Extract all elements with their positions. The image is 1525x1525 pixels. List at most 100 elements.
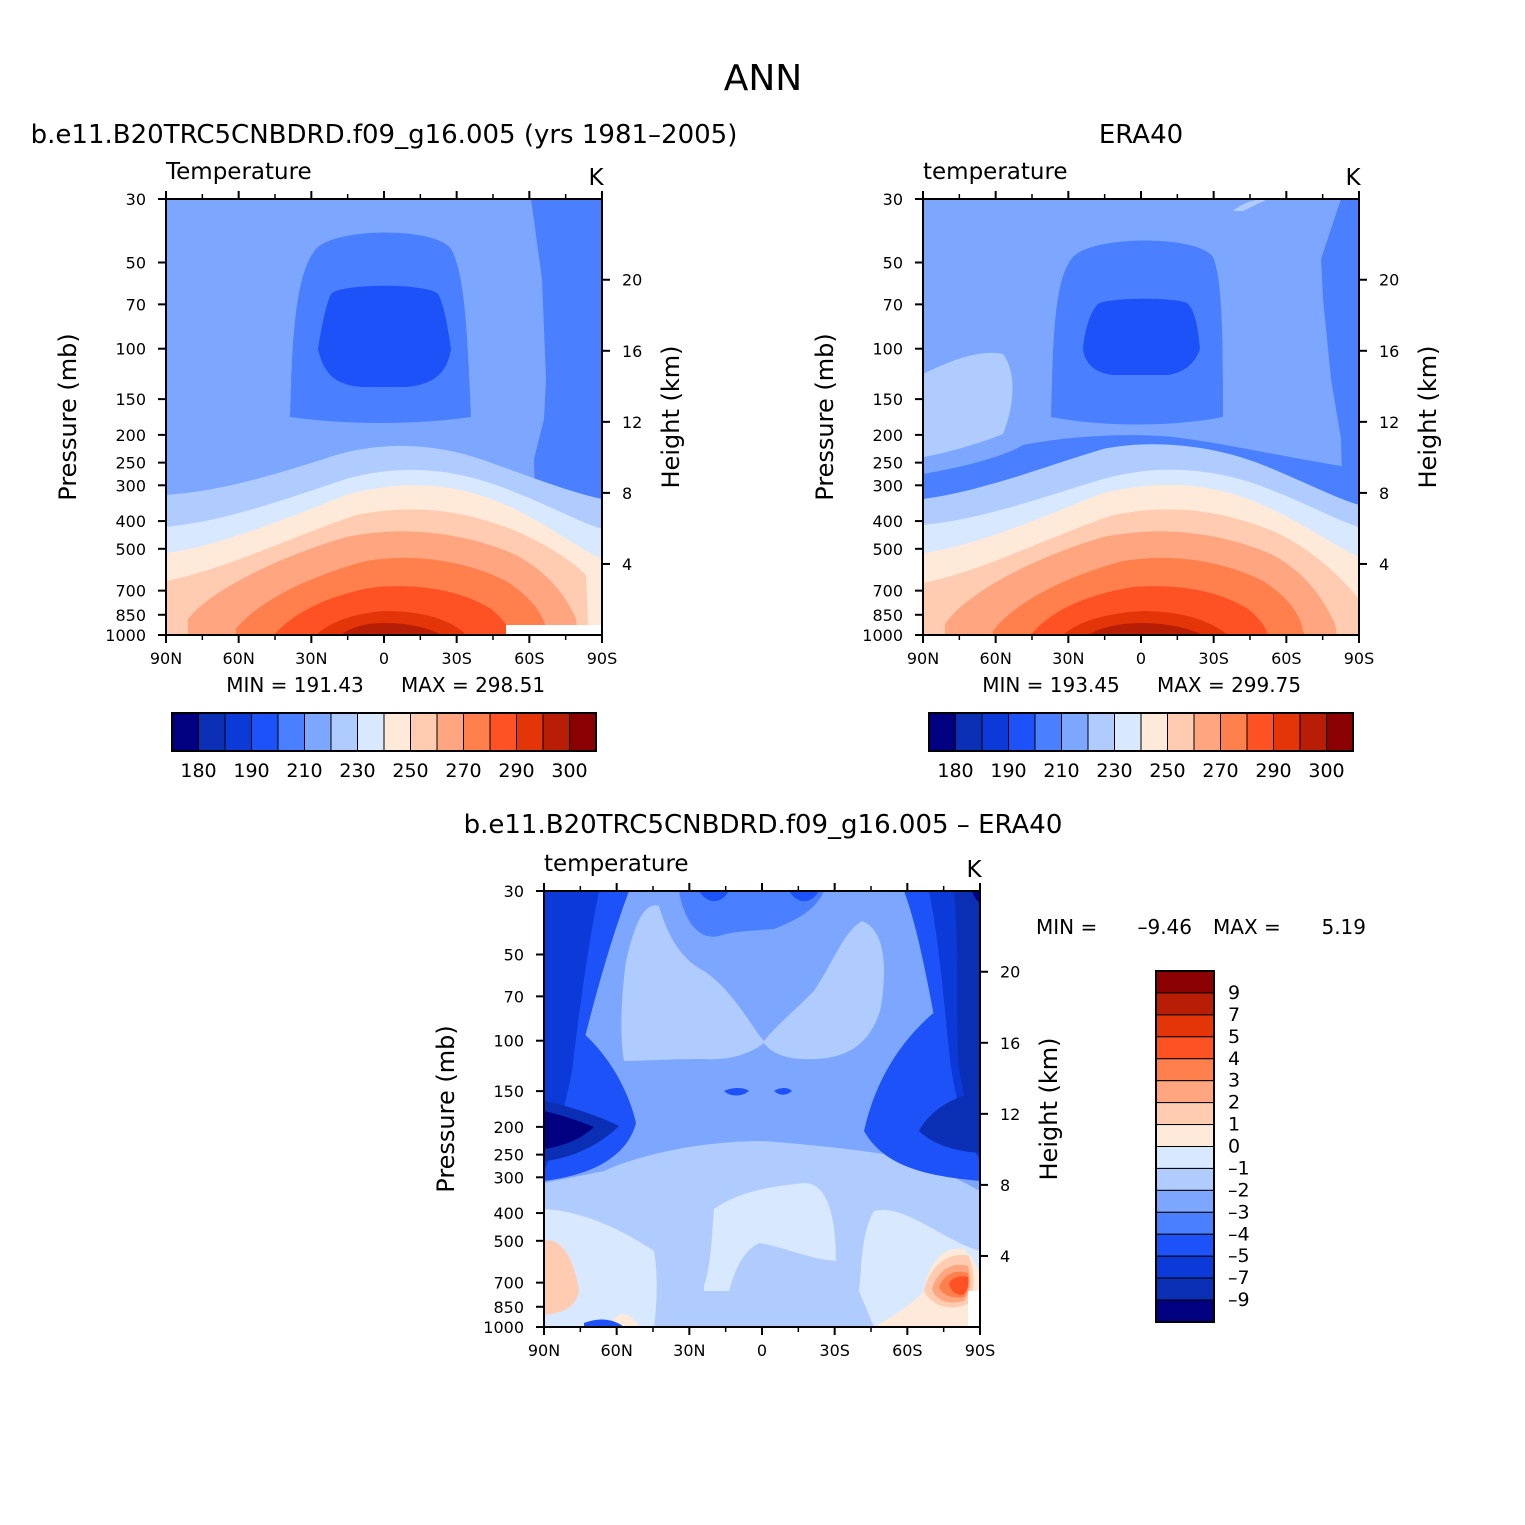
colorbar-swatch bbox=[1155, 1080, 1215, 1104]
panel-diff-axes: 3050701001502002503004005007008501000481… bbox=[432, 882, 1063, 1360]
contour-band bbox=[621, 905, 885, 1061]
height-tick-label: 8 bbox=[1000, 1176, 1010, 1195]
panel-model-colorbar: 180 190 210 230 250 270 290 300 bbox=[171, 712, 597, 782]
colorbar-swatch bbox=[410, 712, 438, 752]
colorbar-swatch bbox=[569, 712, 597, 752]
colorbar-swatch bbox=[224, 712, 252, 752]
contour-band bbox=[949, 1276, 969, 1295]
pressure-tick-label: 300 bbox=[872, 476, 903, 495]
colorbar-frame bbox=[1155, 970, 1215, 1323]
height-tick-label: 16 bbox=[622, 342, 642, 361]
latitude-tick-label: 0 bbox=[379, 649, 389, 668]
colorbar-swatch bbox=[1220, 712, 1248, 752]
contour-band bbox=[699, 891, 819, 902]
colorbar-label: 250 bbox=[1149, 760, 1185, 782]
colorbar-label: 190 bbox=[990, 760, 1026, 782]
missing-data-mask bbox=[968, 1291, 980, 1327]
pressure-axis-label: Pressure (mb) bbox=[432, 1025, 460, 1192]
colorbar-swatch bbox=[171, 712, 199, 752]
pressure-tick-label: 850 bbox=[493, 1298, 524, 1317]
colorbar-swatch bbox=[1155, 1036, 1215, 1060]
pressure-axis-label: Pressure (mb) bbox=[54, 333, 82, 500]
pressure-tick-label: 250 bbox=[493, 1146, 524, 1165]
colorbar-swatch bbox=[1299, 712, 1327, 752]
pressure-tick-label: 70 bbox=[126, 295, 146, 314]
panel-model-max: MAX = 298.51 bbox=[401, 673, 545, 697]
panel-era40-min: MIN = 193.45 bbox=[982, 673, 1120, 697]
colorbar-label: 0 bbox=[1228, 1136, 1240, 1158]
colorbar-swatch bbox=[1167, 712, 1195, 752]
pressure-tick-label: 850 bbox=[872, 606, 903, 625]
pressure-tick-label: 50 bbox=[126, 254, 146, 273]
pressure-tick-label: 1000 bbox=[862, 626, 903, 645]
colorbar-frame bbox=[928, 712, 1354, 752]
colorbar-label: 180 bbox=[180, 760, 216, 782]
latitude-tick-label: 60S bbox=[1271, 649, 1302, 668]
height-tick-label: 4 bbox=[1000, 1247, 1010, 1266]
pressure-tick-label: 30 bbox=[883, 190, 903, 209]
panel-era40-units: K bbox=[1345, 165, 1361, 191]
colorbar-swatch bbox=[1140, 712, 1168, 752]
colorbar-label: 190 bbox=[233, 760, 269, 782]
colorbar-swatch bbox=[277, 712, 305, 752]
latitude-tick-label: 30N bbox=[295, 649, 327, 668]
colorbar-swatch bbox=[1114, 712, 1142, 752]
pressure-tick-label: 300 bbox=[493, 1168, 524, 1187]
colorbar-label: 230 bbox=[1096, 760, 1132, 782]
colorbar-swatch bbox=[1155, 1299, 1215, 1323]
colorbar-label: 7 bbox=[1228, 1004, 1240, 1026]
panel-diff-variable: temperature bbox=[544, 851, 689, 877]
colorbar-swatch bbox=[955, 712, 983, 752]
latitude-tick-label: 60N bbox=[601, 1341, 633, 1360]
height-tick-label: 20 bbox=[1379, 271, 1399, 290]
pressure-tick-label: 850 bbox=[115, 606, 146, 625]
contour-band bbox=[1233, 199, 1268, 211]
colorbar-swatch bbox=[981, 712, 1009, 752]
height-axis-label: Height (km) bbox=[1414, 346, 1442, 489]
colorbar-label: 2 bbox=[1228, 1092, 1240, 1114]
panel-diff-min-label: MIN = bbox=[1036, 915, 1097, 939]
colorbar-label: –4 bbox=[1228, 1223, 1250, 1245]
pressure-tick-label: 400 bbox=[115, 512, 146, 531]
height-tick-label: 12 bbox=[622, 413, 642, 432]
panel-era40: ERA40 temperature K 30507010015020025030… bbox=[811, 120, 1442, 782]
pressure-tick-label: 250 bbox=[872, 454, 903, 473]
colorbar-swatch bbox=[1155, 992, 1215, 1016]
panel-era40-axes: 3050701001502002503004005007008501000481… bbox=[811, 190, 1442, 668]
panel-diff-min-value: –9.46 bbox=[1137, 915, 1192, 939]
latitude-tick-label: 90S bbox=[587, 649, 618, 668]
contour-band bbox=[544, 891, 599, 1171]
pressure-tick-label: 200 bbox=[115, 426, 146, 445]
pressure-tick-label: 700 bbox=[872, 582, 903, 601]
contour-band bbox=[544, 1240, 579, 1315]
colorbar-label: 270 bbox=[1202, 760, 1238, 782]
pressure-tick-label: 50 bbox=[883, 254, 903, 273]
panel-model-units: K bbox=[588, 165, 604, 191]
latitude-tick-label: 90N bbox=[907, 649, 939, 668]
latitude-tick-label: 0 bbox=[1136, 649, 1146, 668]
latitude-tick-label: 30N bbox=[1052, 649, 1084, 668]
pressure-tick-label: 100 bbox=[115, 340, 146, 359]
colorbar-swatch bbox=[1246, 712, 1274, 752]
pressure-tick-label: 1000 bbox=[483, 1318, 524, 1337]
contour-band bbox=[724, 1088, 792, 1096]
colorbar-swatch bbox=[1034, 712, 1062, 752]
colorbar-label: 9 bbox=[1228, 982, 1240, 1004]
latitude-tick-label: 60N bbox=[223, 649, 255, 668]
pressure-tick-label: 400 bbox=[872, 512, 903, 531]
pressure-tick-label: 70 bbox=[883, 295, 903, 314]
colorbar-swatch bbox=[463, 712, 491, 752]
latitude-tick-label: 90N bbox=[150, 649, 182, 668]
contour-band bbox=[1321, 199, 1359, 519]
panel-model-min: MIN = 191.43 bbox=[226, 673, 364, 697]
latitude-tick-label: 30S bbox=[441, 649, 472, 668]
height-tick-label: 8 bbox=[1379, 484, 1389, 503]
colorbar-label: 300 bbox=[1308, 760, 1344, 782]
pressure-tick-label: 1000 bbox=[105, 626, 146, 645]
latitude-tick-label: 90N bbox=[528, 1341, 560, 1360]
colorbar-swatch bbox=[1155, 1167, 1215, 1191]
latitude-tick-label: 0 bbox=[757, 1341, 767, 1360]
colorbar-swatch bbox=[1061, 712, 1089, 752]
latitude-tick-label: 90S bbox=[965, 1341, 996, 1360]
colorbar-label: 300 bbox=[551, 760, 587, 782]
